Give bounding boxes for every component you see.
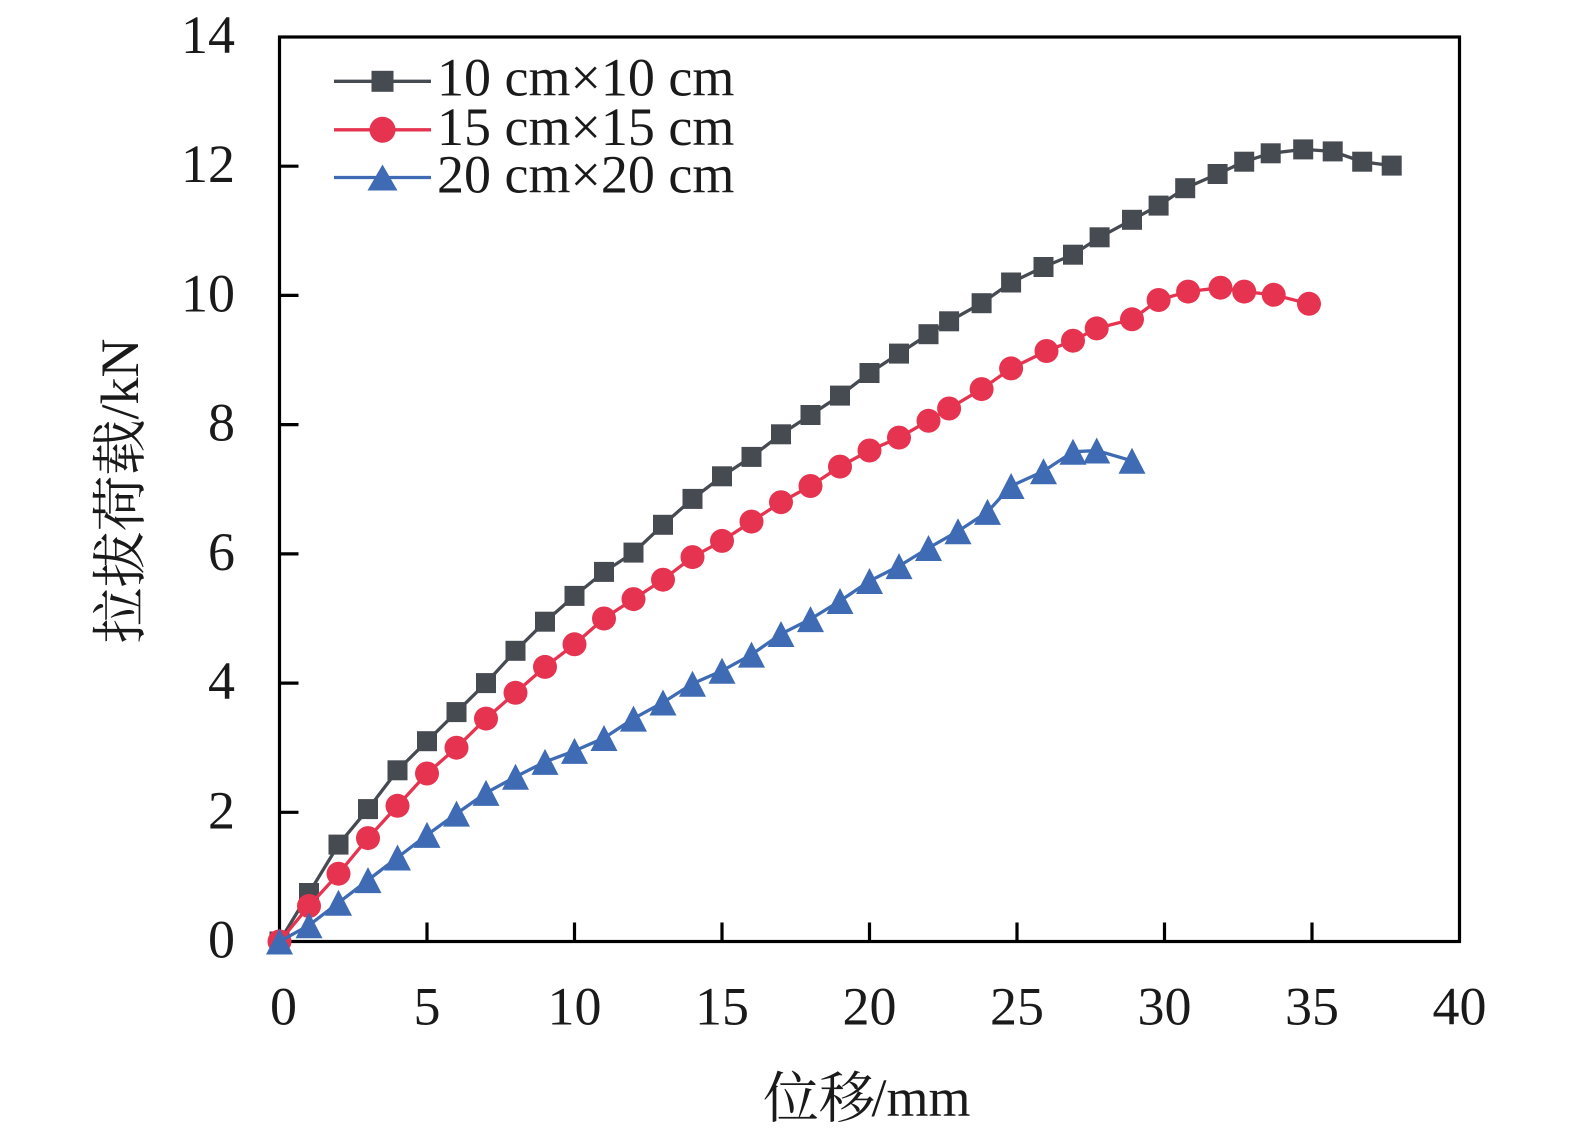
- svg-text:8: 8: [208, 393, 235, 453]
- svg-text:0: 0: [270, 976, 297, 1036]
- svg-text:15 cm×15 cm: 15 cm×15 cm: [437, 97, 734, 157]
- svg-text:0: 0: [208, 910, 235, 970]
- svg-text:12: 12: [181, 134, 235, 194]
- svg-text:15: 15: [695, 976, 749, 1036]
- svg-text:10 cm×10 cm: 10 cm×10 cm: [437, 48, 734, 108]
- svg-text:/kN: /kN: [90, 339, 150, 420]
- svg-text:14: 14: [181, 5, 235, 65]
- svg-text:4: 4: [208, 651, 235, 711]
- svg-text:35: 35: [1285, 976, 1339, 1036]
- svg-text:10: 10: [181, 263, 235, 323]
- svg-text:10: 10: [548, 976, 602, 1036]
- svg-text:40: 40: [1433, 976, 1487, 1036]
- svg-text:25: 25: [990, 976, 1044, 1036]
- svg-text:5: 5: [414, 976, 441, 1036]
- svg-text:20 cm×20 cm: 20 cm×20 cm: [437, 144, 734, 204]
- svg-text:2: 2: [208, 780, 235, 840]
- svg-text:20: 20: [843, 976, 897, 1036]
- svg-text:6: 6: [208, 522, 235, 582]
- svg-text:/mm: /mm: [872, 1068, 971, 1128]
- svg-text:30: 30: [1138, 976, 1192, 1036]
